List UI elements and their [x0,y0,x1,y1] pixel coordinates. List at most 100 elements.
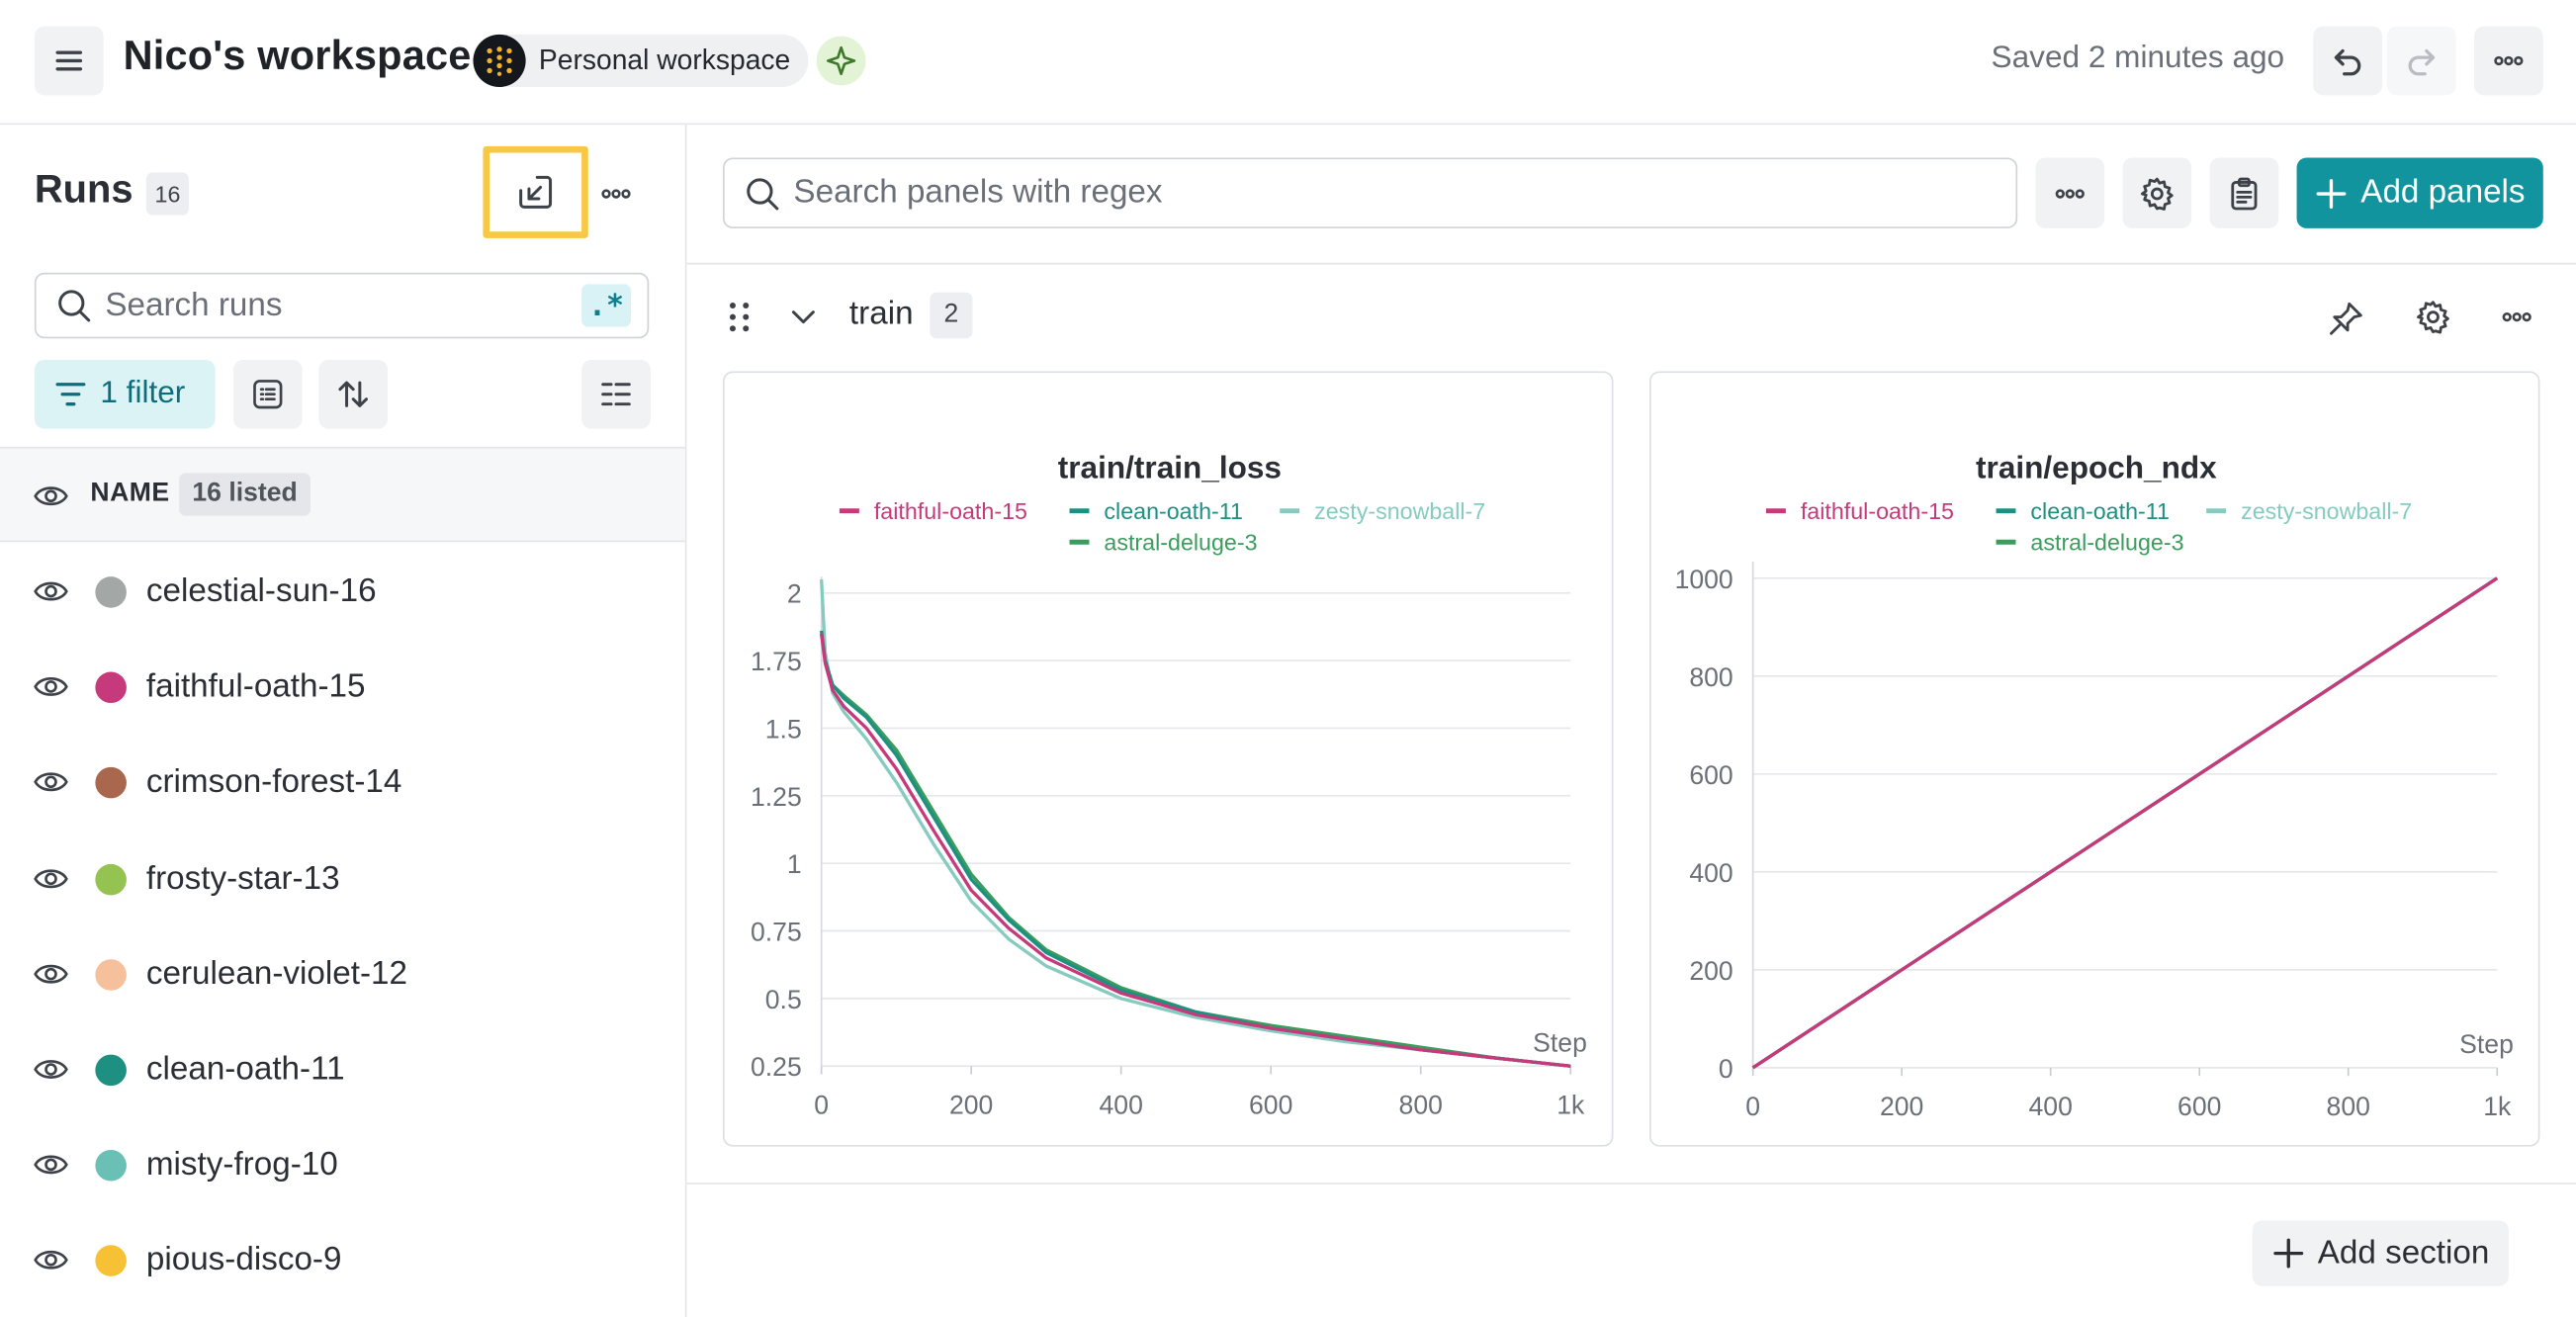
panels-more-button[interactable] [2035,157,2105,228]
x-tick-label: 0 [1745,1092,1760,1121]
panel-epoch-ndx[interactable]: train/epoch_ndx faithful-oath-15 clean-oat… [1648,371,2540,1147]
series-line[interactable] [820,633,1571,1068]
add-panels-button[interactable]: Add panels [2296,157,2543,228]
legend-entry[interactable]: faithful-oath-15 [1765,498,1954,524]
legend-entry[interactable]: clean-oath-11 [1996,498,2170,524]
more-icon[interactable] [2499,299,2535,335]
run-row[interactable]: pious-disco-9 [0,1213,685,1308]
run-name[interactable]: crimson-forest-14 [145,764,402,801]
y-tick-label: 0 [1719,1054,1733,1084]
eye-icon[interactable] [33,956,69,993]
train-loss-chart: train/train_loss faithful-oath-15 clean-oa… [751,449,1587,1119]
legend-entry[interactable]: astral-deluge-3 [1996,530,2184,556]
menu-button[interactable] [34,26,104,96]
eye-icon[interactable] [33,668,69,705]
run-color-dot[interactable] [95,1150,127,1182]
chevron-down-icon[interactable] [788,303,818,332]
run-name[interactable]: frosty-star-13 [145,859,340,897]
run-row[interactable]: frosty-star-13 [0,831,685,925]
eye-icon[interactable] [33,764,69,801]
run-row[interactable]: celestial-sun-16 [0,544,685,639]
run-name[interactable]: misty-frog-10 [145,1146,338,1184]
run-color-dot[interactable] [95,767,127,800]
filter-button[interactable]: 1 filter [34,359,216,429]
eye-icon[interactable] [33,1243,69,1279]
y-tick-label: 0.25 [751,1052,802,1082]
list-group-icon [253,380,283,409]
section-panel-count: 2 [930,292,973,339]
run-color-dot[interactable] [95,1245,127,1277]
series-line[interactable] [820,633,1571,1068]
section-title: train [848,296,914,332]
run-row[interactable]: clean-oath-11 [0,1021,685,1116]
legend-label: astral-deluge-3 [1104,530,1257,556]
y-tick-label: 400 [1689,858,1732,888]
run-name[interactable]: clean-oath-11 [145,1051,345,1088]
section-divider [686,262,2576,265]
run-color-dot[interactable] [95,1054,127,1087]
legend-entry[interactable]: zesty-snowball-7 [1280,498,1485,524]
legend-entry[interactable]: zesty-snowball-7 [2206,498,2412,524]
main-panel-area: Search panels with regex Add panels trai… [686,125,2576,1317]
run-color-dot[interactable] [95,671,127,704]
undo-button[interactable] [2313,26,2382,96]
legend-entry[interactable]: clean-oath-11 [1069,498,1243,524]
runs-sidebar: Runs 16 Search runs .* 1 filter NAME [0,125,687,1317]
legend-entry[interactable]: astral-deluge-3 [1069,530,1258,556]
sort-button[interactable] [318,359,389,429]
eye-icon[interactable] [33,573,69,610]
run-row[interactable]: crimson-forest-14 [0,735,685,830]
panel-train-loss[interactable]: train/train_loss faithful-oath-15 clean-oa… [722,371,1614,1147]
more-button[interactable] [2473,26,2543,96]
run-name[interactable]: faithful-oath-15 [145,668,366,706]
series-line[interactable] [820,579,1571,1068]
search-icon [58,290,91,322]
name-column-header[interactable]: NAME [90,480,170,508]
eye-icon[interactable] [33,478,69,514]
x-tick-label: 200 [949,1090,993,1119]
run-row[interactable]: faithful-oath-15 [0,640,685,735]
search-runs-input[interactable]: Search runs .* [34,272,650,339]
workspace-chip[interactable]: Personal workspace [473,34,809,88]
legend-label: faithful-oath-15 [1801,498,1954,524]
legend-label: zesty-snowball-7 [1314,498,1485,524]
collapse-sidebar-button[interactable] [483,145,588,238]
run-color-dot[interactable] [95,958,127,991]
more-icon [601,189,631,199]
panel-search-input[interactable]: Search panels with regex [722,157,2018,228]
run-row[interactable]: cerulean-violet-12 [0,926,685,1021]
columns-button[interactable] [581,359,651,429]
run-name[interactable]: pious-disco-9 [145,1242,342,1279]
group-button[interactable] [232,359,303,429]
run-row[interactable]: misty-frog-10 [0,1117,685,1212]
add-section-button[interactable]: Add section [2252,1220,2509,1286]
drag-handle-icon[interactable] [726,299,753,335]
runs-count-badge: 16 [145,172,190,216]
redo-button[interactable] [2386,26,2456,96]
series-line[interactable] [820,630,1571,1068]
undo-icon [2334,48,2361,76]
run-name[interactable]: celestial-sun-16 [145,572,377,610]
run-color-dot[interactable] [95,576,127,608]
top-bar: Nico's workspace Personal workspace Save… [0,0,2576,126]
workspace-settings-button[interactable] [2122,157,2192,228]
series-line[interactable] [1751,576,2499,1070]
pin-icon[interactable] [2326,299,2365,338]
run-color-dot[interactable] [95,863,127,895]
x-axis-label: Step [1533,1027,1587,1057]
eye-icon[interactable] [33,860,69,897]
sparkle-button[interactable] [816,36,866,86]
eye-icon[interactable] [33,1051,69,1088]
runs-title: Runs [34,167,133,213]
runs-more-button[interactable] [594,161,637,226]
y-tick-label: 200 [1689,956,1732,986]
run-name[interactable]: cerulean-violet-12 [145,955,407,993]
legend-entry[interactable]: faithful-oath-15 [839,498,1027,524]
regex-toggle[interactable]: .* [581,284,631,327]
clipboard-button[interactable] [2209,157,2279,228]
listed-count-badge: 16 listed [179,473,311,516]
y-tick-label: 600 [1689,760,1732,790]
gear-icon[interactable] [2415,299,2451,335]
eye-icon[interactable] [33,1147,69,1184]
y-tick-label: 2 [787,579,802,609]
